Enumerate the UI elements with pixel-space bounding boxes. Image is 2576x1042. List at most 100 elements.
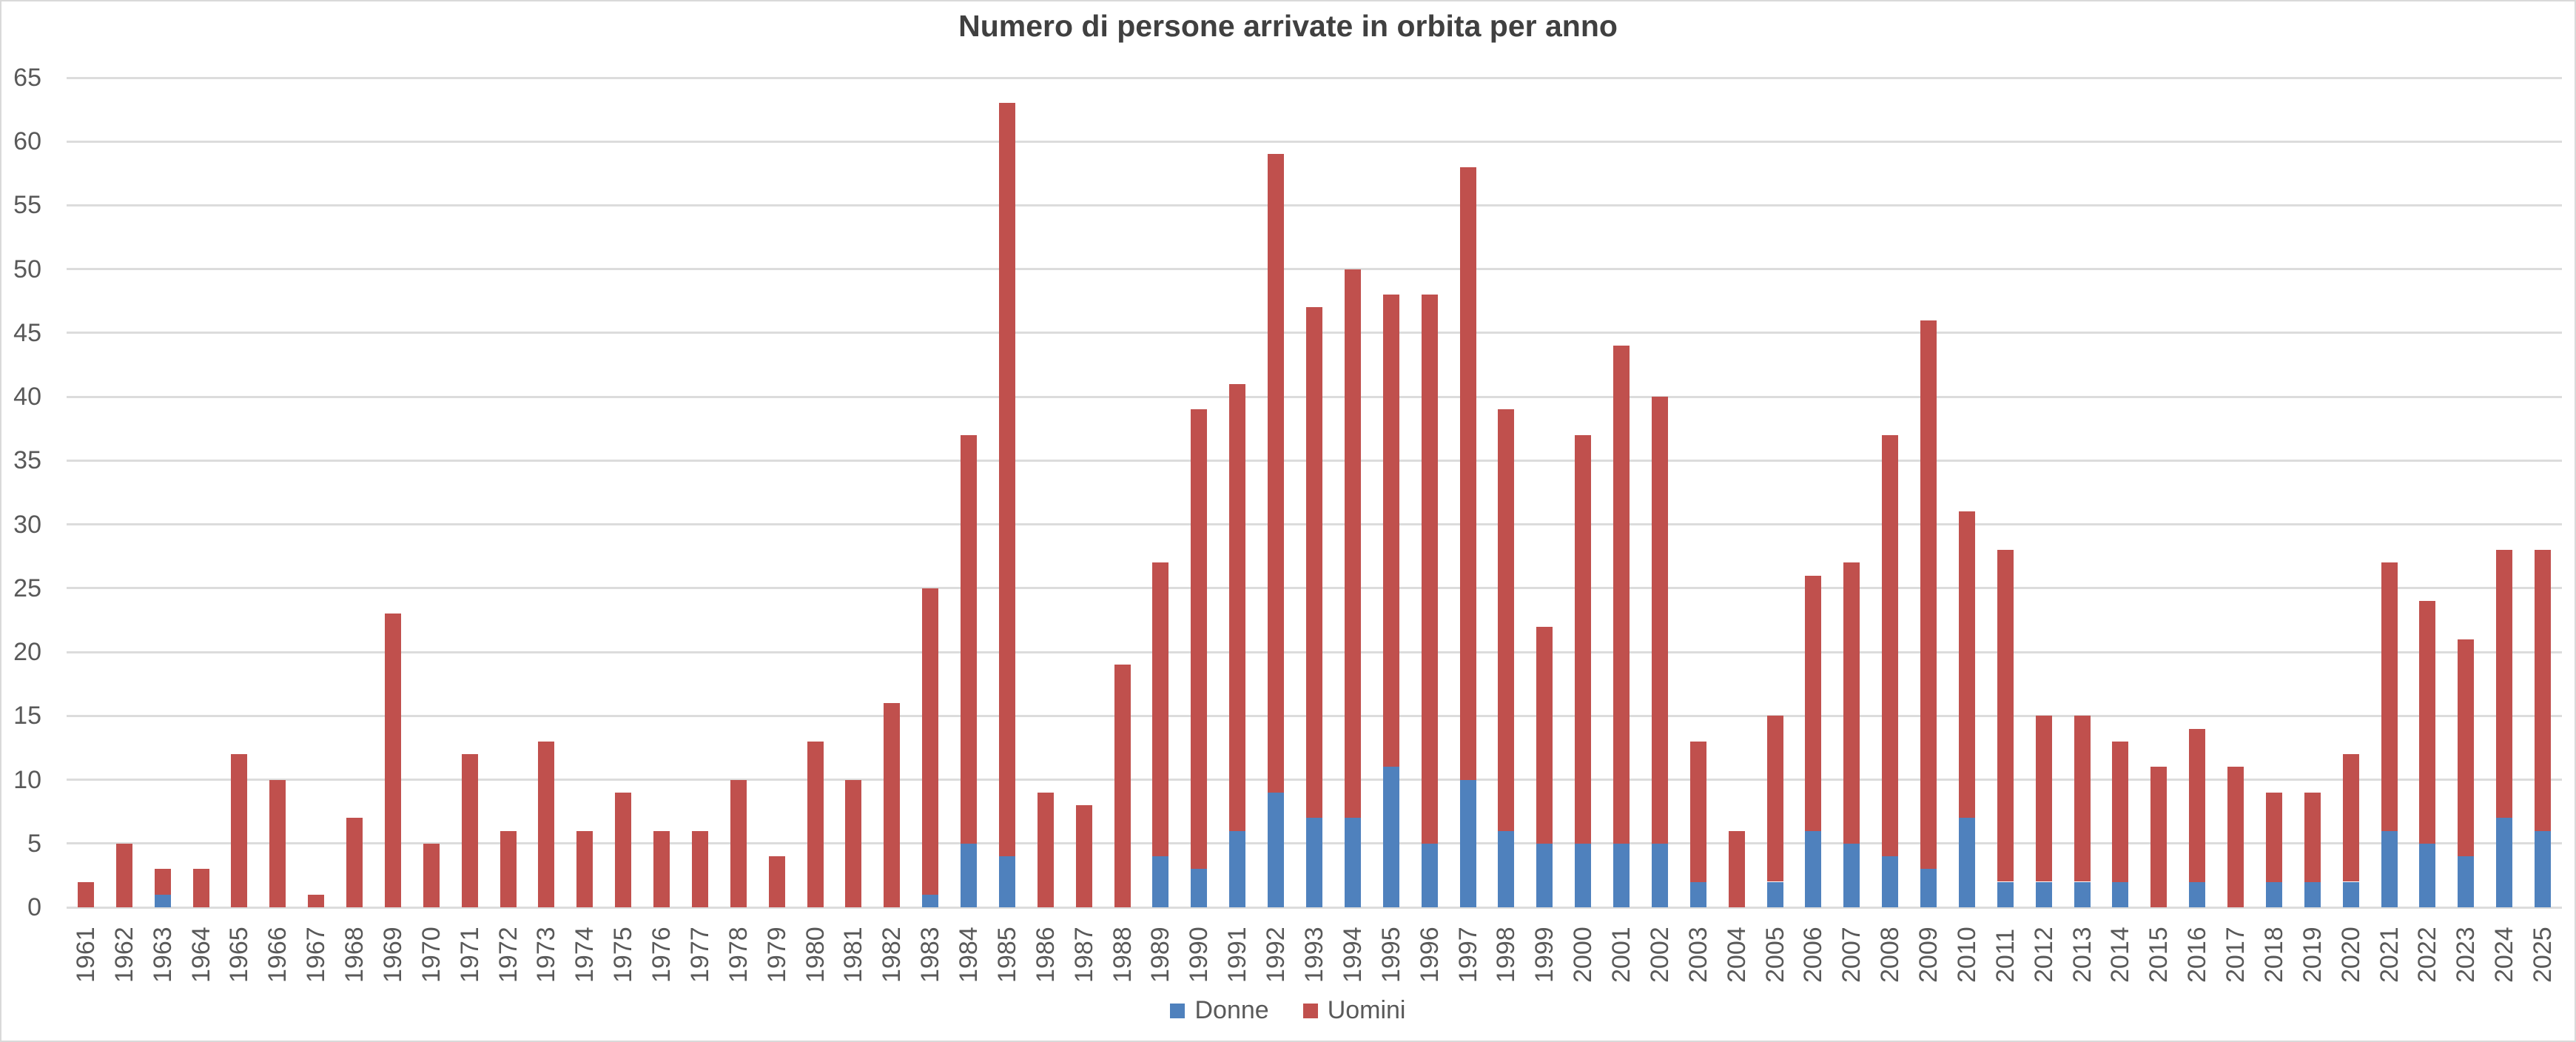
legend-label-uomini: Uomini [1327, 996, 1406, 1024]
y-axis-tick-label: 50 [13, 255, 41, 283]
x-axis-label: 2019 [2298, 927, 2327, 983]
x-axis-label: 1965 [225, 927, 254, 983]
bar-uomini-1985 [998, 103, 1015, 856]
bar-uomini-1999 [1536, 626, 1553, 844]
x-axis-label: 1970 [417, 927, 445, 983]
bar-uomini-1984 [961, 434, 978, 844]
x-axis-label: 2012 [2029, 927, 2058, 983]
x-axis-label: 1966 [263, 927, 292, 983]
gridline [67, 906, 2562, 909]
bar-uomini-1992 [1268, 154, 1285, 793]
bar-donne-2019 [2304, 881, 2321, 907]
bar-uomini-1968 [346, 818, 363, 907]
bar-uomini-1988 [1114, 665, 1131, 907]
bar-donne-2022 [2419, 843, 2436, 907]
bar-uomini-1962 [115, 843, 132, 907]
bar-uomini-2024 [2496, 550, 2513, 819]
x-axis-label: 1974 [571, 927, 599, 983]
bar-uomini-2016 [2189, 728, 2206, 882]
y-axis-tick-label: 10 [13, 765, 41, 794]
x-axis-label: 1968 [340, 927, 369, 983]
legend-swatch-uomini [1302, 1003, 1318, 1018]
y-axis-tick-label: 30 [13, 510, 41, 539]
x-axis-label: 2001 [1607, 927, 1635, 983]
y-axis-tick-label: 0 [27, 893, 41, 921]
y-axis-tick-label: 35 [13, 446, 41, 475]
bar-donne-1998 [1498, 830, 1515, 907]
legend-label-donne: Donne [1194, 996, 1269, 1024]
x-axis-label: 2013 [2068, 927, 2096, 983]
x-axis-label: 1992 [1262, 927, 1291, 983]
bar-donne-1999 [1536, 843, 1553, 907]
x-axis-label: 1993 [1300, 927, 1328, 983]
bar-uomini-2025 [2535, 550, 2552, 831]
x-axis-label: 1976 [648, 927, 676, 983]
bar-uomini-2010 [1958, 511, 1975, 819]
x-axis-label: 1978 [724, 927, 753, 983]
bar-uomini-1986 [1037, 792, 1054, 907]
x-axis-label: 1998 [1492, 927, 1521, 983]
bar-donne-2005 [1766, 881, 1783, 907]
x-axis-label: 2006 [1799, 927, 1828, 983]
bar-uomini-1969 [384, 614, 401, 907]
bar-uomini-2003 [1689, 741, 1706, 882]
x-axis-label: 2021 [2375, 927, 2404, 983]
bar-donne-2011 [1997, 881, 2014, 907]
bar-uomini-2019 [2304, 792, 2321, 882]
bar-uomini-2020 [2342, 754, 2359, 882]
bar-donne-2008 [1882, 856, 1899, 907]
bar-donne-1963 [154, 894, 171, 907]
bar-uomini-1977 [691, 830, 708, 907]
bar-uomini-1995 [1382, 295, 1399, 767]
gridline [67, 268, 2562, 271]
bar-uomini-1997 [1459, 167, 1476, 780]
x-axis-label: 1964 [186, 927, 215, 983]
x-axis-label: 2015 [2145, 927, 2173, 983]
bar-uomini-2002 [1651, 397, 1668, 844]
y-axis-tick-label: 65 [13, 64, 41, 92]
x-axis-label: 1999 [1530, 927, 1559, 983]
bar-uomini-1970 [423, 843, 440, 907]
bar-donne-2003 [1689, 881, 1706, 907]
bar-uomini-1965 [231, 754, 248, 907]
bar-uomini-1972 [500, 830, 517, 907]
bar-uomini-2008 [1882, 434, 1899, 856]
bar-uomini-2005 [1766, 716, 1783, 882]
legend: Donne Uomini [1, 996, 2575, 1025]
x-axis-label: 1982 [878, 927, 907, 983]
x-axis-label: 2014 [2106, 927, 2135, 983]
x-axis-label: 1975 [609, 927, 638, 983]
bar-donne-1994 [1344, 818, 1361, 907]
y-axis-tick-label: 15 [13, 702, 41, 730]
bar-uomini-1993 [1306, 307, 1322, 819]
legend-item-uomini: Uomini [1302, 996, 1406, 1025]
x-axis-label: 1995 [1376, 927, 1405, 983]
bar-uomini-1983 [922, 588, 939, 895]
x-axis-label: 2004 [1722, 927, 1751, 983]
x-axis-label: 2010 [1952, 927, 1981, 983]
bar-uomini-2009 [1920, 320, 1937, 870]
x-axis-label: 1980 [801, 927, 830, 983]
bar-donne-2001 [1613, 843, 1630, 907]
bar-uomini-2017 [2227, 767, 2244, 907]
y-axis-tick-label: 5 [27, 829, 41, 858]
x-axis-label: 1979 [762, 927, 791, 983]
x-axis-label: 1969 [378, 927, 407, 983]
x-axis-label: 2003 [1684, 927, 1712, 983]
x-axis-label: 2025 [2529, 927, 2557, 983]
x-axis-label: 1967 [302, 927, 331, 983]
bar-uomini-1963 [154, 869, 171, 895]
x-axis-label: 2016 [2183, 927, 2212, 983]
bar-donne-1983 [922, 894, 939, 907]
bar-donne-2006 [1805, 830, 1822, 907]
bar-donne-2010 [1958, 818, 1975, 907]
x-axis-label: 1987 [1069, 927, 1098, 983]
bar-uomini-1971 [461, 754, 478, 907]
bar-donne-2020 [2342, 881, 2359, 907]
x-axis-label: 1984 [955, 927, 983, 983]
bar-uomini-2015 [2150, 767, 2168, 907]
bar-donne-1993 [1306, 818, 1322, 907]
legend-item-donne: Donne [1170, 996, 1269, 1025]
bar-donne-1984 [961, 843, 978, 907]
x-axis-label: 1977 [685, 927, 714, 983]
